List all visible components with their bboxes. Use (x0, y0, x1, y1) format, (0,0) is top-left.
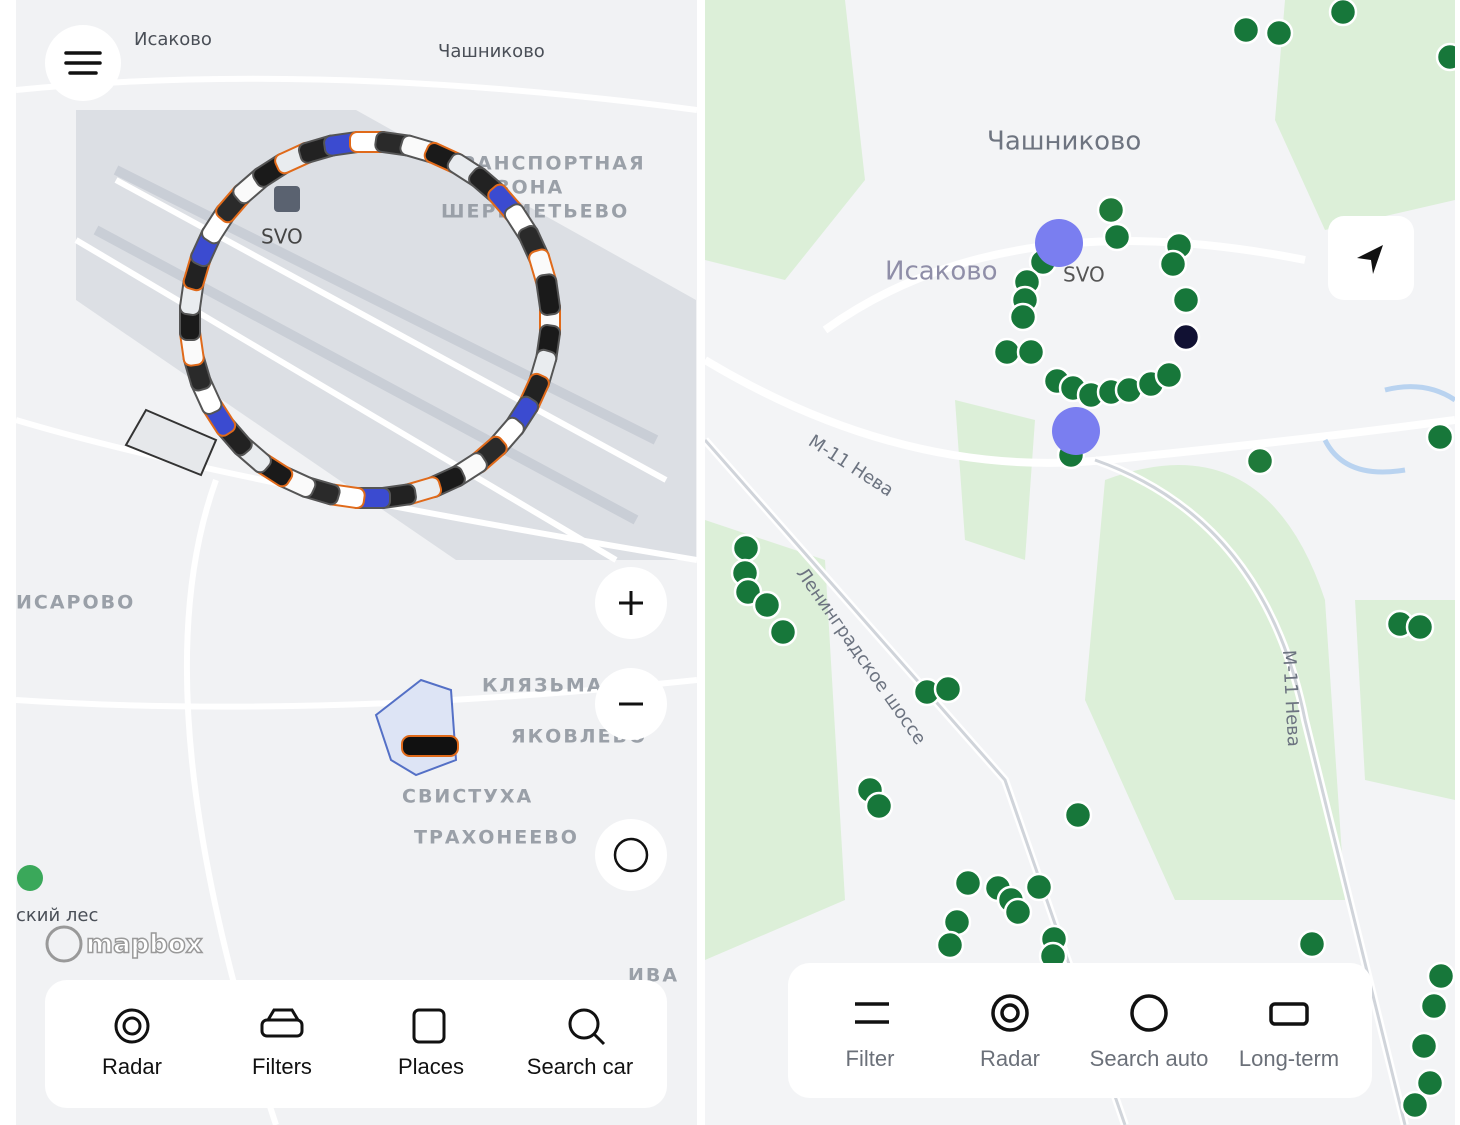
car-dot (953, 868, 983, 898)
car-dot (1096, 195, 1126, 225)
place-label: ТРАХОНЕЕВО (414, 827, 579, 849)
car-dot (752, 590, 782, 620)
car-dot (1425, 422, 1455, 452)
mapbox-logo (45, 925, 83, 963)
car-dot (933, 674, 963, 704)
place-label: СВИСТУХА (402, 786, 533, 808)
car-dot (992, 337, 1022, 367)
car-dot (1171, 322, 1201, 352)
place-label: Чашниково (438, 41, 545, 62)
car (401, 735, 459, 757)
car-dot (1264, 18, 1294, 48)
car-dot (1435, 42, 1455, 72)
left-map: Исаково Чашниково ТРАНСПОРТНАЯ ЗОНА ШЕРЕ… (16, 0, 697, 1125)
compass[interactable] (595, 819, 667, 891)
nav-label[interactable]: Search car (527, 1054, 633, 1079)
airport-pin (1052, 407, 1100, 455)
car-dot (1171, 285, 1201, 315)
car-dot (1024, 872, 1054, 902)
car-dot (1426, 961, 1455, 991)
car-dot (1400, 1090, 1430, 1120)
car-dots (730, 0, 1455, 1120)
nav-label[interactable]: Radar (102, 1054, 162, 1079)
car-dot (1419, 991, 1449, 1021)
plus-icon (619, 591, 643, 615)
car-dot (731, 533, 761, 563)
attribution: mapbox (86, 930, 203, 960)
car-dot (1231, 15, 1261, 45)
locate-icon (1357, 245, 1383, 274)
airport-icon (274, 186, 300, 212)
car-dot (864, 791, 894, 821)
car (535, 273, 561, 316)
car-dot (1409, 1031, 1439, 1061)
compass-icon (613, 837, 649, 873)
car-ring (179, 130, 561, 510)
nav-bar (788, 963, 1372, 1098)
nav-icons (114, 1008, 606, 1046)
car-dot (1328, 0, 1358, 27)
car-dot (1016, 337, 1046, 367)
rivers (1322, 384, 1455, 475)
car-dot (1158, 249, 1188, 279)
park-icon (17, 865, 43, 891)
airport-code: SVO (1063, 263, 1105, 287)
place-label: ский лес (16, 905, 98, 926)
place-label: ИСАРОВО (16, 592, 135, 614)
car-dot (1102, 222, 1132, 252)
airport-code: SVO (261, 225, 303, 249)
airport-pin (1035, 219, 1083, 267)
place-label: ТРАНСПОРТНАЯ (446, 153, 646, 175)
building (124, 408, 218, 477)
car-dot (768, 617, 798, 647)
place-label: Чашниково (987, 127, 1141, 157)
place-label: КЛЯЗЬМА (482, 675, 604, 697)
place-label: Исаково (134, 29, 212, 50)
nav-label[interactable]: Radar (980, 1046, 1040, 1071)
nav-label[interactable]: Long-term (1239, 1046, 1339, 1071)
nav-label[interactable]: Filter (846, 1046, 895, 1071)
nav-icons (855, 994, 1309, 1032)
car-dot (1415, 1068, 1445, 1098)
car-dot (935, 930, 965, 960)
road-label: М-11 Нева (1278, 649, 1304, 747)
car-dot (1297, 929, 1327, 959)
place-label: ШЕРЕМЕТЬЕВО (441, 201, 629, 223)
car-dot (1245, 446, 1275, 476)
car-dot (1154, 360, 1184, 390)
nav-label[interactable]: Search auto (1090, 1046, 1209, 1071)
nav-label[interactable]: Filters (252, 1054, 312, 1079)
menu-icon (64, 51, 102, 75)
place-label: Исаково (885, 257, 998, 287)
car-dot (1008, 302, 1038, 332)
place-label: ЗОНА (496, 177, 564, 199)
car-dot (1405, 612, 1435, 642)
forests (705, 0, 1455, 960)
nav-label[interactable]: Places (398, 1054, 464, 1079)
right-map: Чашниково Исаково SVO М-11 Нева Ленингра… (705, 0, 1455, 1125)
car-dot (1003, 897, 1033, 927)
car-dot (1063, 800, 1093, 830)
nav-bar (45, 980, 667, 1108)
